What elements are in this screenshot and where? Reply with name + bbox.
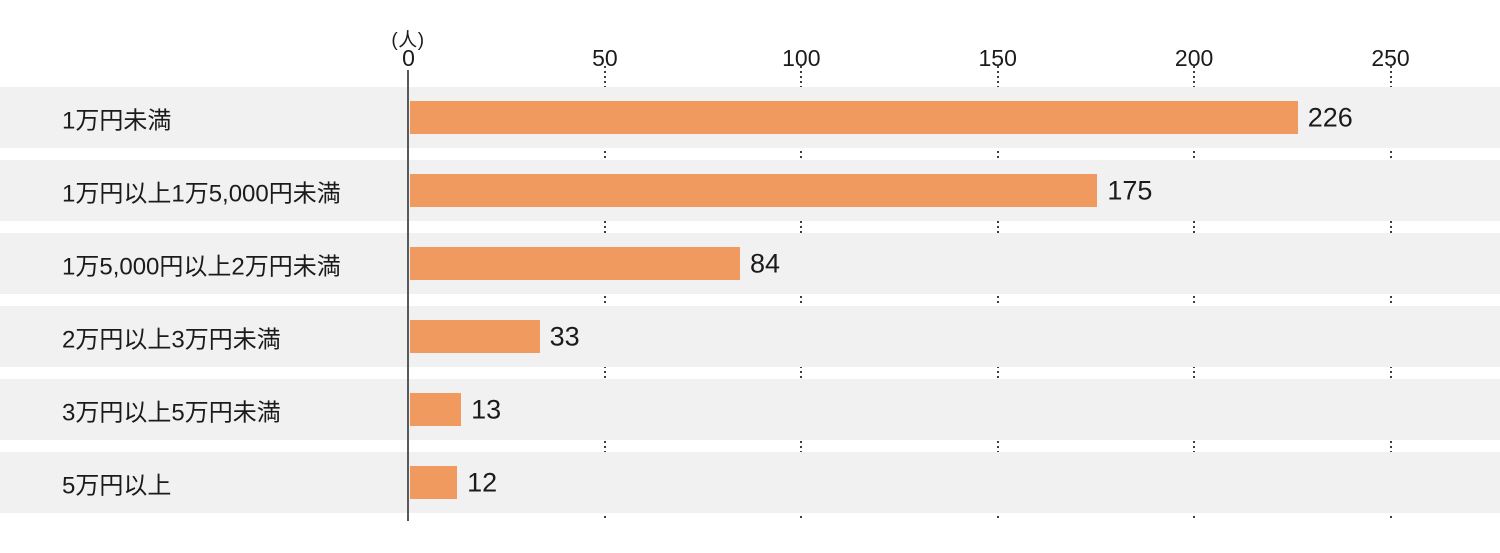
category-label: 1万5,000円以上2万円未満	[62, 253, 341, 280]
bar	[410, 393, 462, 426]
x-tick-label: 250	[1371, 45, 1410, 71]
x-tick-label: 0	[402, 45, 415, 71]
chart-row: 1万円以上1万5,000円未満 175	[0, 160, 1500, 221]
value-label: 84	[749, 248, 780, 278]
y-axis-line	[407, 70, 409, 521]
x-axis-unit-label: (人)	[391, 30, 425, 51]
category-label: 1万円未満	[62, 107, 172, 134]
value-label: 175	[1107, 175, 1153, 205]
x-tick-label: 200	[1174, 45, 1214, 71]
value-label: 33	[549, 321, 580, 351]
value-label: 226	[1307, 102, 1353, 132]
category-label: 3万円以上5万円未満	[62, 399, 281, 426]
chart-row: 1万円未満 226	[0, 87, 1500, 148]
bar	[410, 174, 1098, 207]
category-label: 1万円以上1万5,000円未満	[62, 180, 341, 207]
category-label: 2万円以上3万円未満	[62, 326, 281, 353]
x-tick-label: 100	[782, 45, 821, 71]
bar	[410, 466, 458, 499]
category-label: 5万円以上	[62, 472, 172, 499]
chart-row: 2万円以上3万円未満 33	[0, 306, 1500, 367]
chart-row: 5万円以上 12	[0, 452, 1500, 513]
chart-row: 3万円以上5万円未満 13	[0, 379, 1500, 440]
bar	[410, 320, 540, 353]
x-tick-label: 150	[978, 45, 1017, 71]
x-tick-label: 50	[592, 45, 618, 71]
bar	[410, 101, 1298, 134]
value-label: 13	[471, 394, 502, 424]
bar	[410, 247, 740, 280]
value-label: 12	[467, 467, 498, 497]
chart-row: 1万5,000円以上2万円未満 84	[0, 233, 1500, 294]
